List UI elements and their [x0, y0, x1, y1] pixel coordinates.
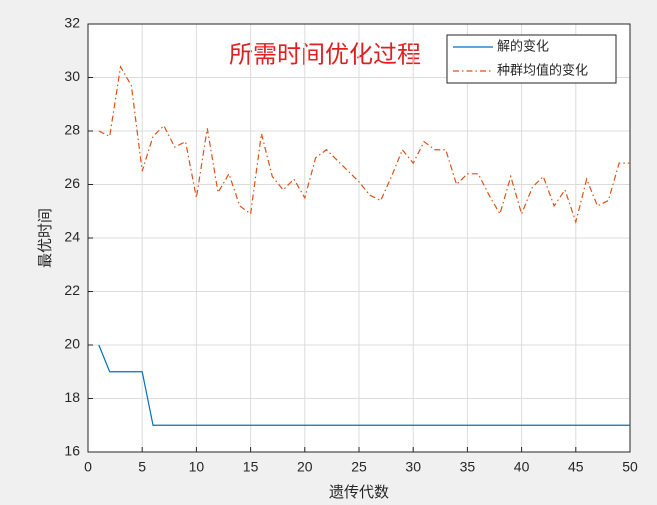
y-tick-label: 26: [64, 175, 80, 191]
x-tick-label: 30: [405, 459, 421, 475]
data-line: [98, 65, 630, 225]
x-tick-label: 0: [84, 459, 92, 475]
x-tick-label: 15: [243, 459, 259, 475]
x-tick-label: 25: [351, 459, 367, 475]
data-line: [98, 344, 630, 426]
y-tick-label: 30: [64, 68, 80, 84]
chart-title: 所需时间优化过程: [229, 41, 421, 68]
axes-box: [87, 23, 631, 453]
y-tick-label: 22: [64, 282, 80, 298]
legend-box: [446, 34, 617, 84]
y-tick-label: 32: [64, 15, 80, 31]
y-tick-label: 16: [64, 443, 80, 459]
x-tick-label: 5: [138, 459, 146, 475]
x-tick-label: 40: [514, 459, 530, 475]
x-axis-label: 遗传代数: [329, 483, 389, 501]
y-tick-label: 28: [64, 122, 80, 138]
legend-label: 种群均值的变化: [497, 63, 588, 79]
legend-label: 解的变化: [497, 39, 549, 55]
x-tick-label: 50: [622, 459, 638, 475]
x-tick-label: 20: [297, 459, 313, 475]
y-tick-label: 20: [64, 336, 80, 352]
x-tick-label: 45: [568, 459, 584, 475]
x-tick-label: 35: [460, 459, 476, 475]
x-tick-label: 10: [189, 459, 205, 475]
y-tick-label: 24: [64, 229, 80, 245]
y-axis-label: 最优时间: [36, 208, 54, 268]
y-tick-label: 18: [64, 389, 80, 405]
